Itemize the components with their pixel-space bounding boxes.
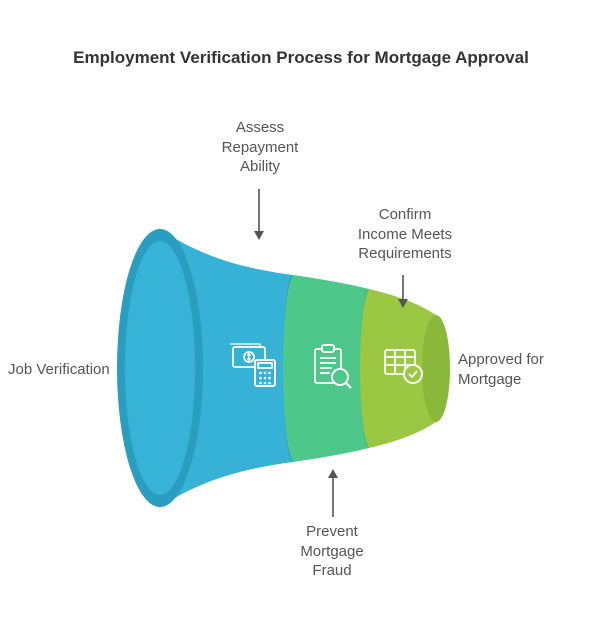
label-left: Job Verification xyxy=(8,360,118,380)
funnel-cap xyxy=(117,229,203,507)
arrow-top xyxy=(254,189,264,240)
label-right-text: Approved for Mortgage xyxy=(458,351,544,388)
label-right: Approved for Mortgage xyxy=(458,350,558,389)
label-bottom-text: Prevent Mortgage Fraud xyxy=(300,523,363,579)
label-top: Assess Repayment Ability xyxy=(210,118,310,177)
label-topright-text: Confirm Income Meets Requirements xyxy=(358,206,452,262)
label-top-text: Assess Repayment Ability xyxy=(222,119,299,175)
label-left-text: Job Verification xyxy=(8,361,110,378)
arrow-bottom xyxy=(328,469,338,517)
label-bottom: Prevent Mortgage Fraud xyxy=(282,522,382,581)
label-topright: Confirm Income Meets Requirements xyxy=(350,205,460,264)
